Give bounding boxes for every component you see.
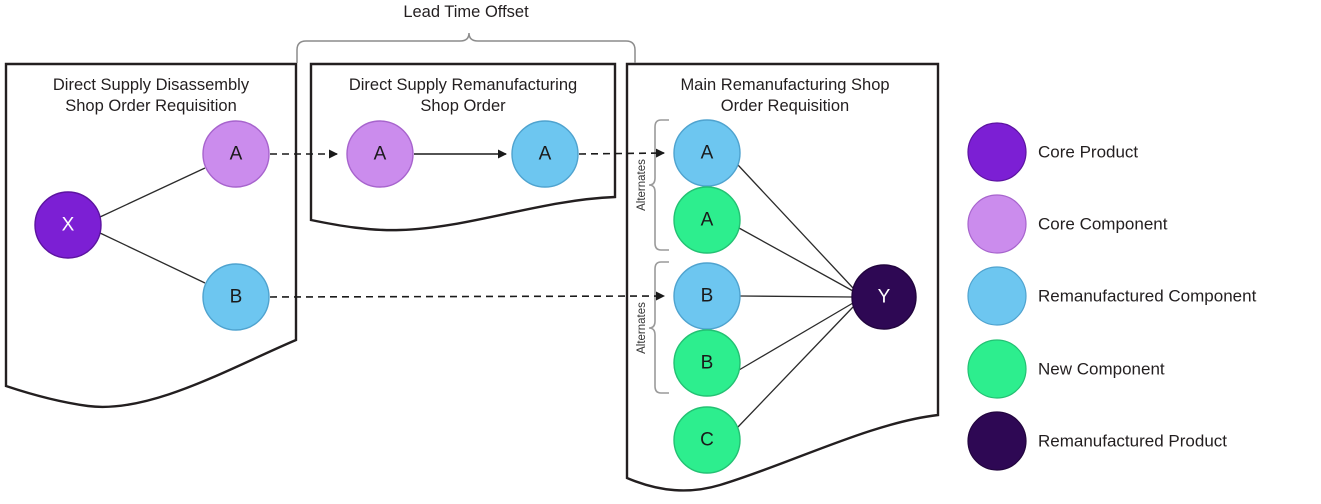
legend-swatch-icon (967, 194, 1027, 254)
node-label: X (62, 215, 75, 236)
edges-panel-1 (99, 167, 206, 284)
node-label: A (230, 144, 243, 165)
node-label: Y (878, 287, 891, 308)
panel-outline (309, 62, 617, 232)
node-new-c-panel3[interactable]: C (673, 406, 741, 474)
edges-panel-3 (736, 164, 854, 429)
legend-item-remanufactured-product: Remanufactured Product (967, 411, 1227, 471)
edge-dashed-b-to-main-b (269, 291, 665, 301)
legend-item-label: New Component (1038, 360, 1165, 379)
node-x[interactable]: X (34, 191, 102, 259)
panel-title-line2: Shop Order Requisition (65, 97, 237, 115)
panel-direct-supply-remanufacturing: Direct Supply Remanufacturing Shop Order (309, 62, 617, 232)
edge-x-to-b (99, 232, 206, 284)
node-circle[interactable] (673, 329, 741, 397)
node-label: A (701, 143, 714, 164)
node-label: C (700, 430, 714, 451)
node-label: A (374, 144, 387, 165)
node-core-a[interactable]: A (202, 120, 270, 188)
node-reman-a-panel2[interactable]: A (511, 120, 579, 188)
panel-title-line1: Main Remanufacturing Shop (680, 76, 889, 94)
edge-a-green-to-y (738, 227, 854, 292)
node-label: A (539, 144, 552, 165)
node-circle[interactable] (673, 186, 741, 254)
legend-swatch-icon (967, 122, 1027, 182)
node-circle[interactable] (202, 263, 270, 331)
legend-item-label: Core Component (1038, 215, 1168, 234)
node-circle[interactable] (673, 119, 741, 187)
edge-x-to-a (99, 167, 206, 218)
edge-dashed-reman-a-to-main-a (578, 148, 665, 158)
node-circle[interactable] (34, 191, 102, 259)
legend-item-new-component: New Component (967, 339, 1165, 399)
alternates-group-1: Alternates (636, 119, 669, 251)
node-circle[interactable] (346, 120, 414, 188)
node-reman-b-panel3[interactable]: B (673, 262, 741, 330)
legend-swatch-icon (967, 266, 1027, 326)
alternates-brace (648, 261, 669, 394)
legend-swatch-icon (967, 411, 1027, 471)
lead-time-offset-brace (296, 32, 636, 63)
panel-title-line1: Direct Supply Disassembly (53, 76, 250, 94)
node-label: A (701, 210, 714, 231)
legend-item-core-component: Core Component (967, 194, 1168, 254)
node-circle[interactable] (673, 406, 741, 474)
node-y[interactable]: Y (851, 264, 917, 330)
node-core-a-panel2[interactable]: A (346, 120, 414, 188)
legend-item-remanufactured-component: Remanufactured Component (967, 266, 1257, 326)
edge-a-blue-to-y (737, 164, 854, 289)
legend-item-label: Core Product (1038, 143, 1138, 162)
edge-b-blue-to-y (739, 295, 853, 298)
node-reman-a-panel3[interactable]: A (673, 119, 741, 187)
nodes: X A B A A A A (34, 119, 917, 474)
node-label: B (230, 287, 243, 308)
legend-item-core-product: Core Product (967, 122, 1138, 182)
panel-title-line2: Order Requisition (721, 97, 849, 115)
node-reman-b-panel1[interactable]: B (202, 263, 270, 331)
node-new-a-panel3[interactable]: A (673, 186, 741, 254)
edge-c-green-to-y (736, 306, 854, 429)
legend-item-label: Remanufactured Product (1038, 432, 1227, 451)
edge-b-green-to-y (738, 302, 854, 371)
legend-swatch-icon (967, 339, 1027, 399)
alternates-label: Alternates (636, 302, 648, 354)
panel-title-line1: Direct Supply Remanufacturing (349, 76, 577, 94)
alternates-label: Alternates (636, 159, 648, 211)
panel-title-line2: Shop Order (420, 97, 506, 115)
node-circle[interactable] (511, 120, 579, 188)
node-circle[interactable] (673, 262, 741, 330)
legend: Core Product Core Component Remanufactur… (967, 122, 1257, 471)
node-circle[interactable] (851, 264, 917, 330)
node-label: B (701, 286, 714, 307)
alternates-brace (648, 119, 669, 251)
lead-time-offset-label: Lead Time Offset (403, 3, 529, 21)
legend-item-label: Remanufactured Component (1038, 287, 1257, 306)
node-new-b-panel3[interactable]: B (673, 329, 741, 397)
node-circle[interactable] (202, 120, 270, 188)
node-label: B (701, 353, 714, 374)
edges-dashed (269, 148, 665, 301)
lead-time-offset-annotation: Lead Time Offset (296, 3, 636, 63)
alternates-group-2: Alternates (636, 261, 669, 394)
